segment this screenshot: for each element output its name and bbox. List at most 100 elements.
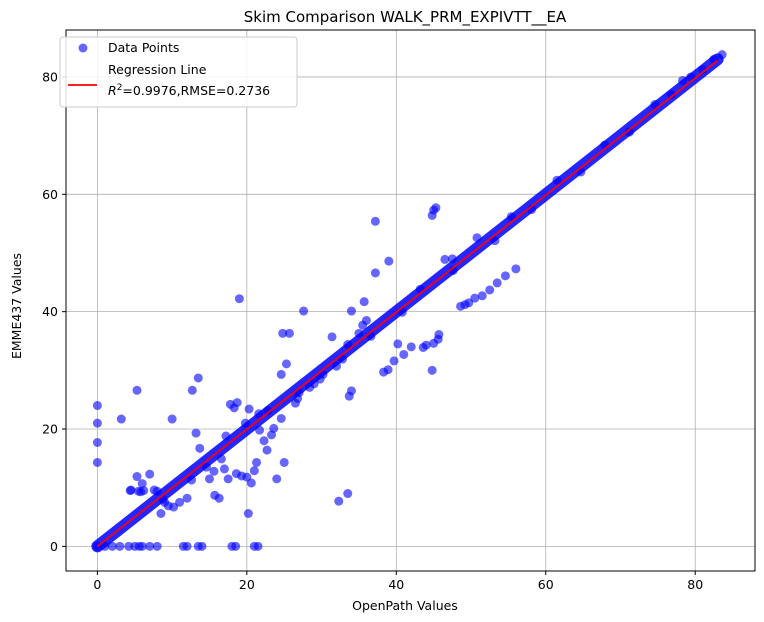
- data-point-72: [383, 365, 393, 375]
- data-point-49: [278, 328, 288, 338]
- data-point-70: [370, 268, 380, 278]
- data-point-7: [137, 479, 147, 489]
- data-point-47: [279, 457, 289, 467]
- data-points: [92, 50, 727, 551]
- data-point-69: [370, 216, 380, 226]
- data-point-19: [182, 493, 192, 503]
- legend-label-line: Regression Line: [108, 62, 207, 77]
- data-point-24: [201, 462, 211, 472]
- data-point-111: [197, 541, 207, 551]
- data-point-77: [406, 342, 416, 352]
- data-point-43: [262, 445, 272, 455]
- data-point-13: [156, 508, 166, 518]
- data-point-87: [440, 254, 450, 264]
- data-point-40: [252, 457, 262, 467]
- data-point-64: [343, 340, 353, 350]
- data-point-121: [209, 466, 219, 476]
- data-point-58: [332, 361, 342, 371]
- y-tick-label-0: 0: [50, 539, 58, 554]
- legend-box: [59, 36, 298, 108]
- data-point-48: [276, 369, 286, 379]
- data-point-27: [214, 493, 224, 503]
- data-point-63: [346, 306, 356, 316]
- data-point-88: [447, 254, 457, 264]
- regression-line-group: [96, 59, 719, 548]
- data-point-95: [492, 278, 502, 288]
- data-point-151: [717, 50, 727, 60]
- x-tick-label-2: 40: [388, 577, 404, 592]
- legend-r2-symbol: R: [108, 83, 117, 98]
- data-point-32: [232, 398, 242, 408]
- data-point-53: [299, 306, 309, 316]
- data-point-42: [259, 436, 269, 446]
- data-point-46: [276, 413, 286, 423]
- data-point-3: [92, 457, 102, 467]
- y-axis-ticks: 0 20 40 60 80: [42, 69, 66, 554]
- data-point-127: [263, 406, 273, 416]
- data-point-59: [334, 496, 344, 506]
- data-point-50: [281, 359, 291, 369]
- data-point-130: [305, 382, 315, 392]
- x-tick-label-4: 80: [687, 577, 703, 592]
- data-point-136: [448, 266, 458, 276]
- data-point-18: [175, 497, 185, 507]
- data-point-75: [393, 339, 403, 349]
- x-tick-label-3: 60: [538, 577, 554, 592]
- data-point-21: [193, 373, 203, 383]
- plot-frame: [65, 29, 756, 572]
- data-point-28: [219, 464, 229, 474]
- x-axis-label: OpenPath Values: [352, 598, 458, 613]
- data-point-65: [354, 328, 364, 338]
- data-point-38: [246, 478, 256, 488]
- y-tick-label-3: 60: [42, 187, 58, 202]
- data-point-36: [244, 404, 254, 414]
- data-point-113: [231, 541, 241, 551]
- data-point-45: [272, 474, 282, 484]
- legend-label-stats: R2=0.9976,RMSE=0.2736: [108, 83, 270, 98]
- data-point-144: [624, 127, 634, 137]
- data-point-138: [490, 236, 500, 246]
- data-point-142: [576, 167, 586, 177]
- data-point-109: [182, 541, 192, 551]
- x-tick-label-1: 20: [239, 577, 255, 592]
- data-point-129: [293, 393, 303, 403]
- data-point-106: [145, 541, 155, 551]
- data-point-37: [243, 508, 253, 518]
- data-point-20: [187, 385, 197, 395]
- data-point-6: [132, 472, 142, 482]
- data-point-146: [666, 90, 676, 100]
- chart-title: Skim Comparison WALK_PRM_EXPIVTT__EA: [244, 8, 567, 27]
- data-point-2: [92, 437, 102, 447]
- legend-stats-value: =0.9976,RMSE=0.2736: [122, 83, 270, 98]
- regression-line: [96, 59, 719, 548]
- data-point-149: [698, 65, 708, 75]
- data-point-62: [346, 386, 356, 396]
- data-point-79: [421, 340, 431, 350]
- data-point-139: [506, 212, 516, 222]
- legend-r2-superscript: 2: [117, 83, 123, 93]
- data-point-17: [167, 414, 177, 424]
- data-point-73: [384, 256, 394, 266]
- data-point-107: [152, 541, 162, 551]
- data-point-74: [389, 356, 399, 366]
- data-point-22: [191, 428, 201, 438]
- data-point-33: [234, 294, 244, 304]
- data-point-68: [359, 297, 369, 307]
- data-point-116: [125, 486, 135, 496]
- data-point-97: [511, 264, 521, 274]
- data-point-81: [427, 365, 437, 375]
- data-point-123: [221, 431, 231, 441]
- data-point-101: [115, 541, 125, 551]
- data-point-100: [107, 541, 117, 551]
- data-point-67: [361, 315, 371, 325]
- data-point-57: [327, 332, 337, 342]
- x-tick-label-0: 0: [93, 577, 101, 592]
- data-point-118: [149, 485, 159, 495]
- data-point-99: [100, 541, 110, 551]
- data-point-5: [132, 385, 142, 395]
- data-point-76: [399, 349, 409, 359]
- y-tick-label-2: 40: [42, 304, 58, 319]
- data-point-29: [223, 474, 233, 484]
- data-point-147: [678, 75, 688, 85]
